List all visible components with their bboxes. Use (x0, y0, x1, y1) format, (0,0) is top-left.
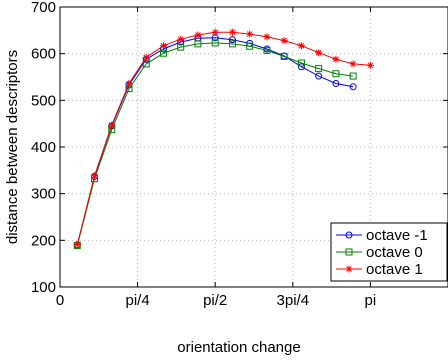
series-group (73, 28, 374, 249)
data-point (297, 42, 305, 50)
data-point (211, 39, 219, 47)
data-point (349, 60, 357, 68)
data-point (228, 28, 236, 36)
y-tick-label: 200 (31, 232, 56, 249)
data-point (125, 80, 133, 88)
y-tick-label: 400 (31, 139, 56, 156)
y-tick-label: 700 (31, 0, 56, 16)
data-point (159, 49, 167, 57)
data-point (108, 121, 116, 129)
x-tick-label: pi/2 (203, 292, 227, 309)
x-tick-label: 0 (56, 292, 64, 309)
y-tick-label: 600 (31, 46, 56, 63)
legend-item: octave 1 (336, 261, 423, 278)
data-point (332, 55, 340, 63)
data-point (211, 28, 219, 36)
data-point (349, 72, 357, 80)
data-point (142, 60, 150, 68)
series-1 (73, 39, 357, 249)
axis-ticks: 0 pi/4 pi/2 3pi/4 pi 100 200 300 400 500 600 700 (31, 0, 448, 309)
data-point (315, 49, 323, 57)
data-point (280, 37, 288, 45)
data-point (246, 42, 254, 50)
legend-label: octave -1 (366, 227, 428, 244)
data-point (366, 61, 374, 69)
data-point (315, 65, 323, 73)
plot-border (59, 6, 448, 288)
data-point (90, 172, 98, 180)
data-point (349, 83, 357, 91)
data-point (297, 59, 305, 67)
data-point (228, 40, 236, 48)
x-tick-label: 3pi/4 (277, 292, 310, 309)
data-point (332, 70, 340, 78)
data-point (194, 40, 202, 48)
data-point (263, 46, 271, 54)
data-point (177, 35, 185, 43)
data-point (345, 231, 353, 239)
y-axis-title: distance between descriptors (4, 50, 21, 244)
data-point (194, 31, 202, 39)
data-point (263, 33, 271, 41)
data-point (345, 265, 353, 273)
series-line (76, 42, 354, 246)
data-point (73, 241, 81, 249)
x-tick-label: pi (365, 292, 377, 309)
data-point (297, 63, 305, 71)
y-tick-label: 100 (31, 279, 56, 296)
data-point (280, 52, 288, 60)
x-axis-title: orientation change (177, 339, 300, 356)
legend-item: octave -1 (336, 227, 428, 244)
y-tick-label: 500 (31, 92, 56, 109)
data-point (345, 248, 353, 256)
legend-label: octave 0 (366, 244, 423, 261)
data-point (315, 72, 323, 80)
data-point (177, 43, 185, 51)
series-2 (73, 28, 374, 249)
data-point (142, 53, 150, 61)
data-point (228, 36, 236, 44)
x-tick-label: pi/4 (126, 292, 150, 309)
series-line (76, 31, 371, 245)
data-point (332, 80, 340, 88)
legend-label: octave 1 (366, 261, 423, 278)
legend-item: octave 0 (336, 244, 423, 261)
data-point (159, 42, 167, 50)
data-point (246, 30, 254, 38)
y-tick-label: 300 (31, 186, 56, 203)
